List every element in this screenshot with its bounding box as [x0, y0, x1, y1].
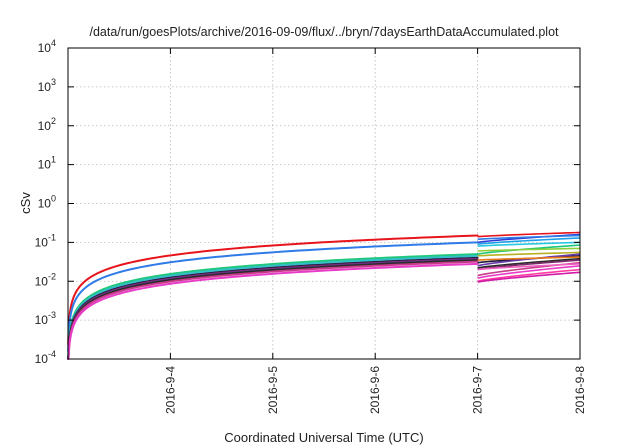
chart-title: /data/run/goesPlots/archive/2016-09-09/f… [89, 25, 559, 39]
series-line-last-day [477, 237, 581, 245]
series-line [67, 241, 479, 353]
series-line-last-day [477, 234, 581, 241]
series-line-last-day [477, 247, 581, 252]
series-line-last-day [477, 256, 581, 261]
x-axis-label: Coordinated Universal Time (UTC) [224, 430, 423, 445]
y-axis-label: cSv [18, 192, 33, 214]
y-tick-label: 103 [38, 77, 56, 94]
y-tick-label: 10-1 [35, 232, 56, 249]
series-line-last-day [477, 231, 581, 238]
series-line-last-day [477, 251, 581, 257]
x-tick-label: 2016-9-7 [471, 366, 485, 414]
series-line-last-day [477, 263, 581, 271]
y-tick-label: 10-4 [35, 349, 56, 366]
y-tick-label: 10-3 [35, 310, 56, 327]
series-line [67, 260, 479, 360]
y-tick-label: 102 [38, 116, 56, 133]
series-line [67, 254, 479, 360]
y-tick-label: 101 [38, 155, 56, 172]
grid [68, 48, 580, 359]
series-line-last-day [477, 268, 581, 283]
series-group [67, 231, 581, 360]
series-line [67, 262, 479, 360]
series-line-last-day [477, 271, 581, 283]
y-tick-label: 104 [38, 38, 56, 55]
series-line-last-day [477, 259, 581, 271]
series-line [67, 253, 479, 360]
series-line-last-day [477, 264, 581, 279]
series-line [67, 259, 479, 360]
x-tick-labels: 2016-9-4 2016-9-5 2016-9-6 2016-9-7 2016-9-8 [163, 366, 587, 414]
series-line [67, 234, 479, 346]
y-tick-label: 100 [38, 194, 56, 211]
series-line-last-day [477, 241, 581, 247]
ticks [68, 47, 581, 360]
x-tick-label: 2016-9-6 [368, 366, 382, 414]
x-tick-label: 2016-9-4 [163, 366, 177, 414]
x-tick-label: 2016-9-8 [573, 366, 587, 414]
y-tick-labels: 10-4 10-3 10-2 10-1 100 101 102 103 104 [35, 38, 56, 366]
y-tick-label: 10-2 [35, 271, 56, 288]
series-line-last-day [477, 257, 581, 269]
x-tick-label: 2016-9-5 [266, 366, 280, 414]
